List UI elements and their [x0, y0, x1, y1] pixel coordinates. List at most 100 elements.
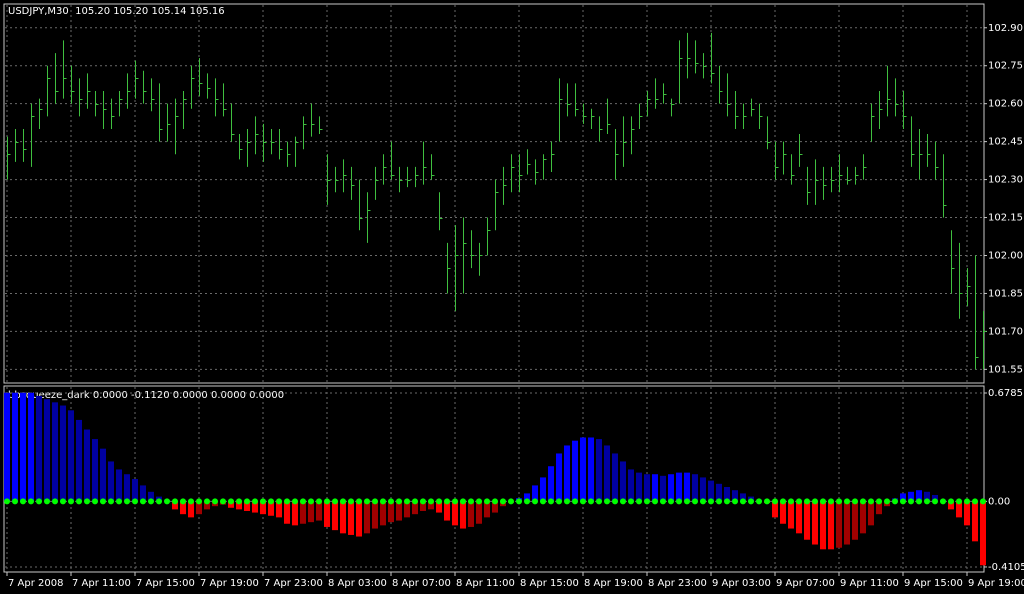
squeeze-dot	[36, 498, 42, 505]
squeeze-dot	[836, 498, 842, 505]
squeeze-dot	[580, 498, 586, 505]
squeeze-dot	[260, 498, 266, 505]
squeeze-dot	[468, 498, 474, 505]
histogram-bar	[188, 501, 194, 518]
histogram-bar	[492, 501, 498, 513]
price-header: USDJPY,M30 105.20 105.20 105.14 105.16	[8, 6, 225, 17]
x-tick-label: 7 Apr 15:00	[136, 578, 195, 589]
histogram-bar	[668, 474, 674, 502]
histogram-bar	[452, 501, 458, 526]
squeeze-dot	[228, 498, 234, 505]
histogram-bar	[308, 501, 314, 523]
histogram-bar	[316, 501, 322, 521]
histogram-bar	[140, 485, 146, 502]
histogram-bar	[724, 487, 730, 502]
histogram-bar	[172, 501, 178, 510]
squeeze-dot	[940, 498, 946, 505]
histogram-bar	[244, 501, 250, 511]
histogram-bar	[972, 501, 978, 542]
histogram-bar	[684, 472, 690, 502]
squeeze-dot	[68, 498, 74, 505]
squeeze-dot	[404, 498, 410, 505]
histogram-bar	[44, 399, 50, 502]
indicator-header: bbsqueeze_dark 0.0000 -0.1120 0.0000 0.0…	[8, 390, 284, 401]
squeeze-dot	[820, 498, 826, 505]
squeeze-dot	[100, 498, 106, 505]
squeeze-dot	[972, 498, 978, 505]
squeeze-dot	[636, 498, 642, 505]
squeeze-dot	[76, 498, 82, 505]
histogram-bar	[36, 395, 42, 502]
squeeze-dot	[796, 498, 802, 505]
squeeze-dot	[444, 498, 450, 505]
y-tick-label: -0.4105	[988, 562, 1024, 573]
x-tick-label: 7 Apr 23:00	[264, 578, 323, 589]
histogram-bar	[836, 501, 842, 548]
histogram-bar	[532, 485, 538, 502]
histogram-bar	[92, 439, 98, 502]
histogram-bar	[20, 392, 26, 502]
squeeze-dot	[532, 498, 538, 505]
squeeze-dot	[180, 498, 186, 505]
histogram-bar	[340, 501, 346, 534]
squeeze-dot	[628, 498, 634, 505]
y-tick-label: 0.00	[988, 496, 1010, 507]
squeeze-dot	[268, 498, 274, 505]
squeeze-dot	[916, 498, 922, 505]
squeeze-dot	[276, 498, 282, 505]
histogram-bar	[820, 501, 826, 550]
histogram-bar	[708, 480, 714, 502]
squeeze-dot	[212, 498, 218, 505]
histogram-bar	[348, 501, 354, 535]
squeeze-dot	[476, 498, 482, 505]
histogram-bar	[604, 445, 610, 502]
squeeze-dot	[172, 498, 178, 505]
histogram-bar	[596, 439, 602, 502]
squeeze-dot	[788, 498, 794, 505]
histogram-bar	[292, 501, 298, 526]
squeeze-dot	[860, 498, 866, 505]
squeeze-dot	[12, 498, 18, 505]
histogram-bar	[52, 402, 58, 502]
histogram-bar	[692, 474, 698, 502]
squeeze-dot	[148, 498, 154, 505]
histogram-bar	[252, 501, 258, 513]
squeeze-dot	[204, 498, 210, 505]
squeeze-dot	[396, 498, 402, 505]
squeeze-dot	[52, 498, 58, 505]
squeeze-dot	[60, 498, 66, 505]
squeeze-dot	[156, 498, 162, 505]
histogram-bar	[772, 501, 778, 518]
squeeze-dot	[516, 498, 522, 505]
x-tick-label: 9 Apr 03:00	[712, 578, 771, 589]
squeeze-dot	[692, 498, 698, 505]
x-tick-label: 9 Apr 11:00	[840, 578, 899, 589]
histogram-bar	[740, 493, 746, 502]
squeeze-dot	[892, 498, 898, 505]
squeeze-dot	[828, 498, 834, 505]
histogram-bar	[388, 501, 394, 523]
histogram-bar	[524, 493, 530, 502]
histogram-bar	[4, 392, 10, 502]
y-tick-label: 102.00	[988, 250, 1023, 261]
squeeze-dot	[556, 498, 562, 505]
histogram-bar	[460, 501, 466, 529]
histogram-bar	[300, 501, 306, 524]
squeeze-dot	[412, 498, 418, 505]
y-tick-label: 101.85	[988, 288, 1023, 299]
histogram-bar	[180, 501, 186, 515]
squeeze-dot	[924, 498, 930, 505]
histogram-bar	[636, 472, 642, 502]
x-tick-label: 7 Apr 11:00	[72, 578, 131, 589]
histogram-bar	[372, 501, 378, 529]
price-panel	[3, 3, 985, 384]
histogram-bar	[84, 429, 90, 502]
squeeze-dot	[548, 498, 554, 505]
histogram-bar	[380, 501, 386, 526]
histogram-bar	[652, 474, 658, 502]
squeeze-dot	[772, 498, 778, 505]
y-tick-label: 102.75	[988, 61, 1023, 72]
squeeze-dot	[44, 498, 50, 505]
y-tick-label: 102.30	[988, 175, 1023, 186]
histogram-bar	[268, 501, 274, 516]
